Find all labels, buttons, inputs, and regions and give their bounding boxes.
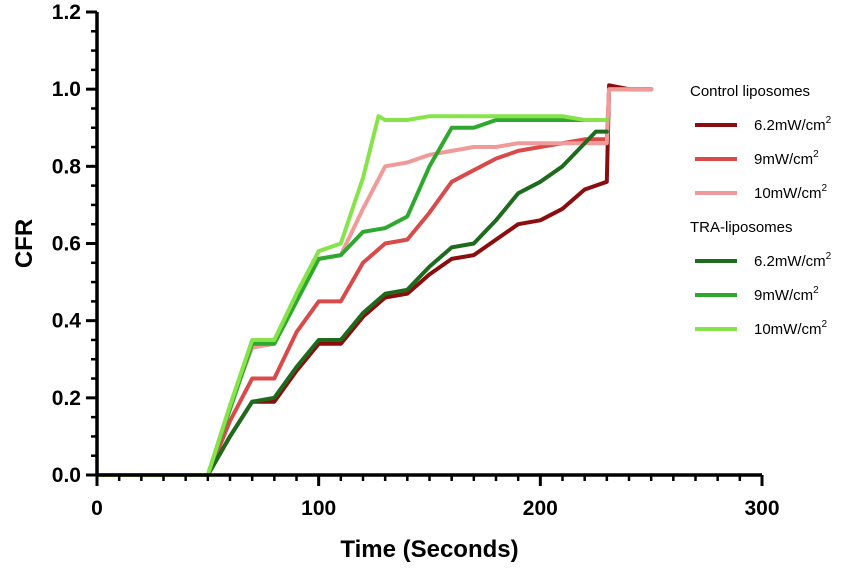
legend-label-5: 10mW/cm2 bbox=[754, 319, 828, 338]
y-tick-label: 1.2 bbox=[52, 1, 81, 24]
legend: Control liposomes 6.2mW/cm2 9mW/cm2 10mW/cm… bbox=[690, 83, 832, 338]
legend-label-2: 10mW/cm2 bbox=[754, 183, 828, 202]
series-line-4 bbox=[95, 118, 609, 477]
y-tick-label: 1.0 bbox=[52, 78, 81, 101]
legend-label-4: 9mW/cm2 bbox=[754, 285, 819, 304]
legend-label-3: 6.2mW/cm2 bbox=[754, 251, 832, 270]
x-tick-label: 0 bbox=[91, 497, 103, 520]
y-tick-label: 0.6 bbox=[52, 233, 81, 256]
x-axis-title: Time (Seconds) bbox=[340, 536, 518, 563]
series-line-5 bbox=[95, 114, 609, 477]
y-tick-label: 0.4 bbox=[52, 310, 82, 333]
x-tick-label: 300 bbox=[744, 497, 779, 520]
series-line-0 bbox=[95, 83, 654, 477]
y-axis-title: CFR bbox=[11, 219, 38, 268]
x-tick-label: 100 bbox=[301, 497, 336, 520]
series-line-2 bbox=[95, 87, 654, 477]
y-tick-label: 0.2 bbox=[52, 387, 81, 410]
legend-group-title: TRA-liposomes bbox=[690, 219, 793, 236]
series-line-1 bbox=[95, 87, 654, 477]
y-tick-label: 0.8 bbox=[52, 155, 82, 178]
axes: 0.0 0.2 0.4 0.6 0.8 1.0 1.2 0 100 200 300 bbox=[52, 1, 780, 520]
legend-label-1: 9mW/cm2 bbox=[754, 149, 819, 168]
legend-group-title: Control liposomes bbox=[690, 83, 810, 100]
legend-label-0: 6.2mW/cm2 bbox=[754, 115, 832, 134]
y-tick-label: 0.0 bbox=[52, 464, 81, 487]
series-lines bbox=[95, 83, 654, 477]
x-tick-label: 200 bbox=[523, 497, 558, 520]
series-line-3 bbox=[95, 129, 609, 477]
